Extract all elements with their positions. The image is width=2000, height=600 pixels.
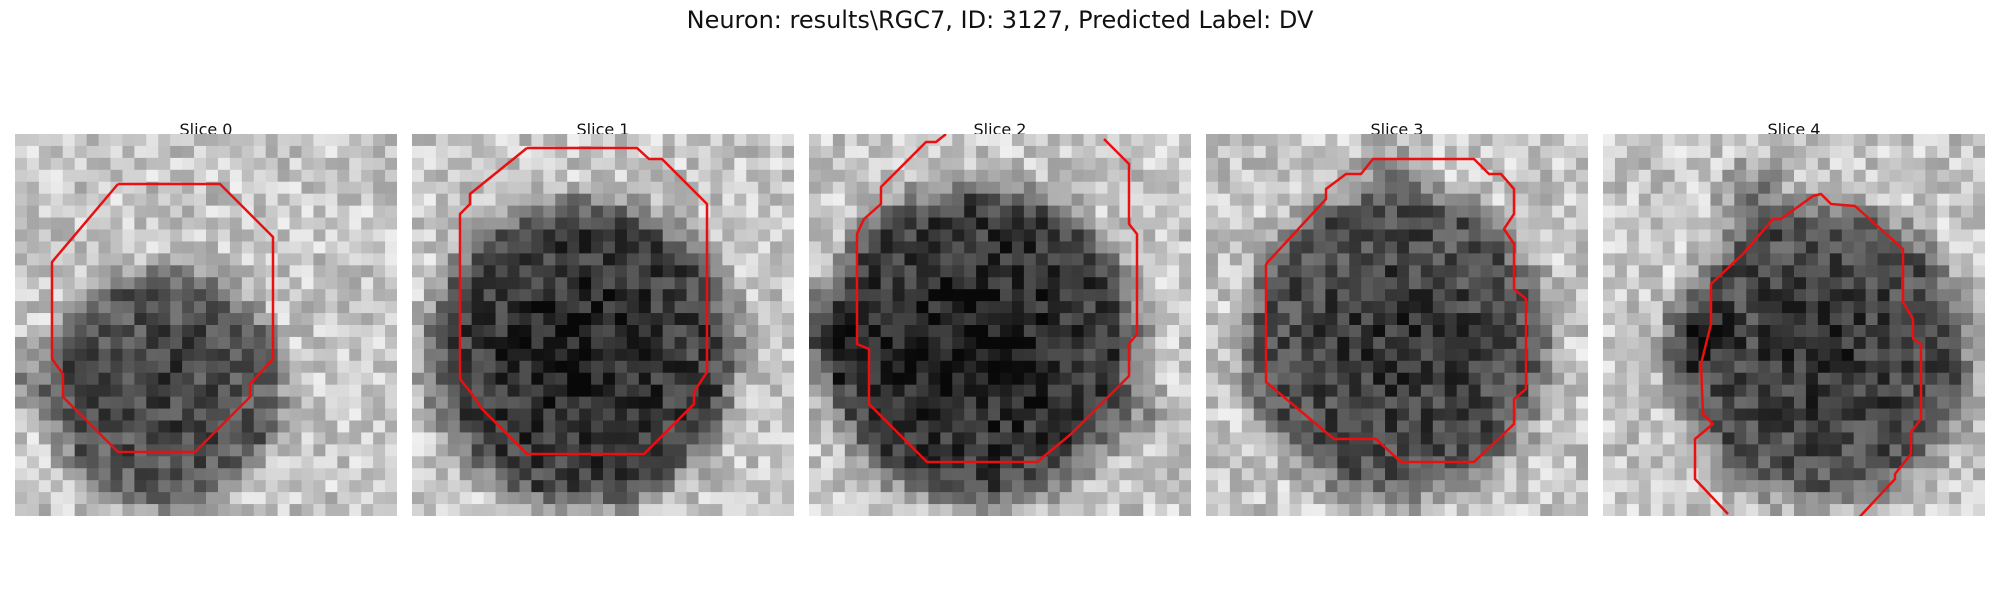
slice-image [1603,134,1985,516]
slice-panel-0: Slice 0 [15,120,397,530]
slice-panel-1: Slice 1 [412,120,794,530]
slice-image [412,134,794,516]
slice-image [809,134,1191,516]
contour-line [458,146,709,456]
figure-title: Neuron: results\RGC7, ID: 3127, Predicte… [686,6,1314,34]
slice-image [15,134,397,516]
contour-line [1264,157,1528,464]
contour-line [50,182,275,454]
slice-panel-4: Slice 4 [1603,120,1985,530]
slice-image [1206,134,1588,516]
contour-line [855,134,1139,464]
slice-panel-2: Slice 2 [809,120,1191,530]
slice-panel-3: Slice 3 [1206,120,1588,530]
contour-line [1693,192,1923,516]
